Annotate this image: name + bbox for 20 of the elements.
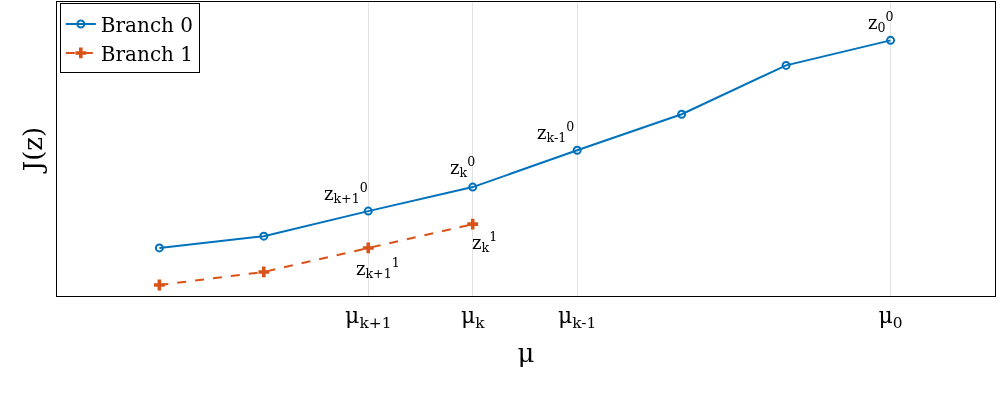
y-axis-title: J(z) (18, 126, 49, 175)
x-tick-label: μ$_{k-1}$ (557, 303, 597, 333)
x-axis-title: μ (517, 337, 535, 368)
point (362, 242, 374, 254)
point (259, 231, 269, 241)
x-tick-label: μ$_{k}$ (460, 303, 486, 333)
point (154, 243, 164, 253)
point (467, 218, 479, 230)
point (153, 279, 165, 291)
point (677, 109, 687, 119)
x-tick-label: μ$_{0}$ (878, 303, 903, 333)
x-tick-label: μ$_{k+1}$ (345, 303, 392, 333)
legend-label: Branch 1 (100, 41, 194, 66)
point (258, 266, 270, 278)
point (572, 145, 582, 155)
point (886, 35, 896, 45)
point (468, 182, 478, 192)
legend-label: Branch 0 (100, 12, 194, 37)
point (781, 60, 791, 70)
point (363, 206, 373, 216)
